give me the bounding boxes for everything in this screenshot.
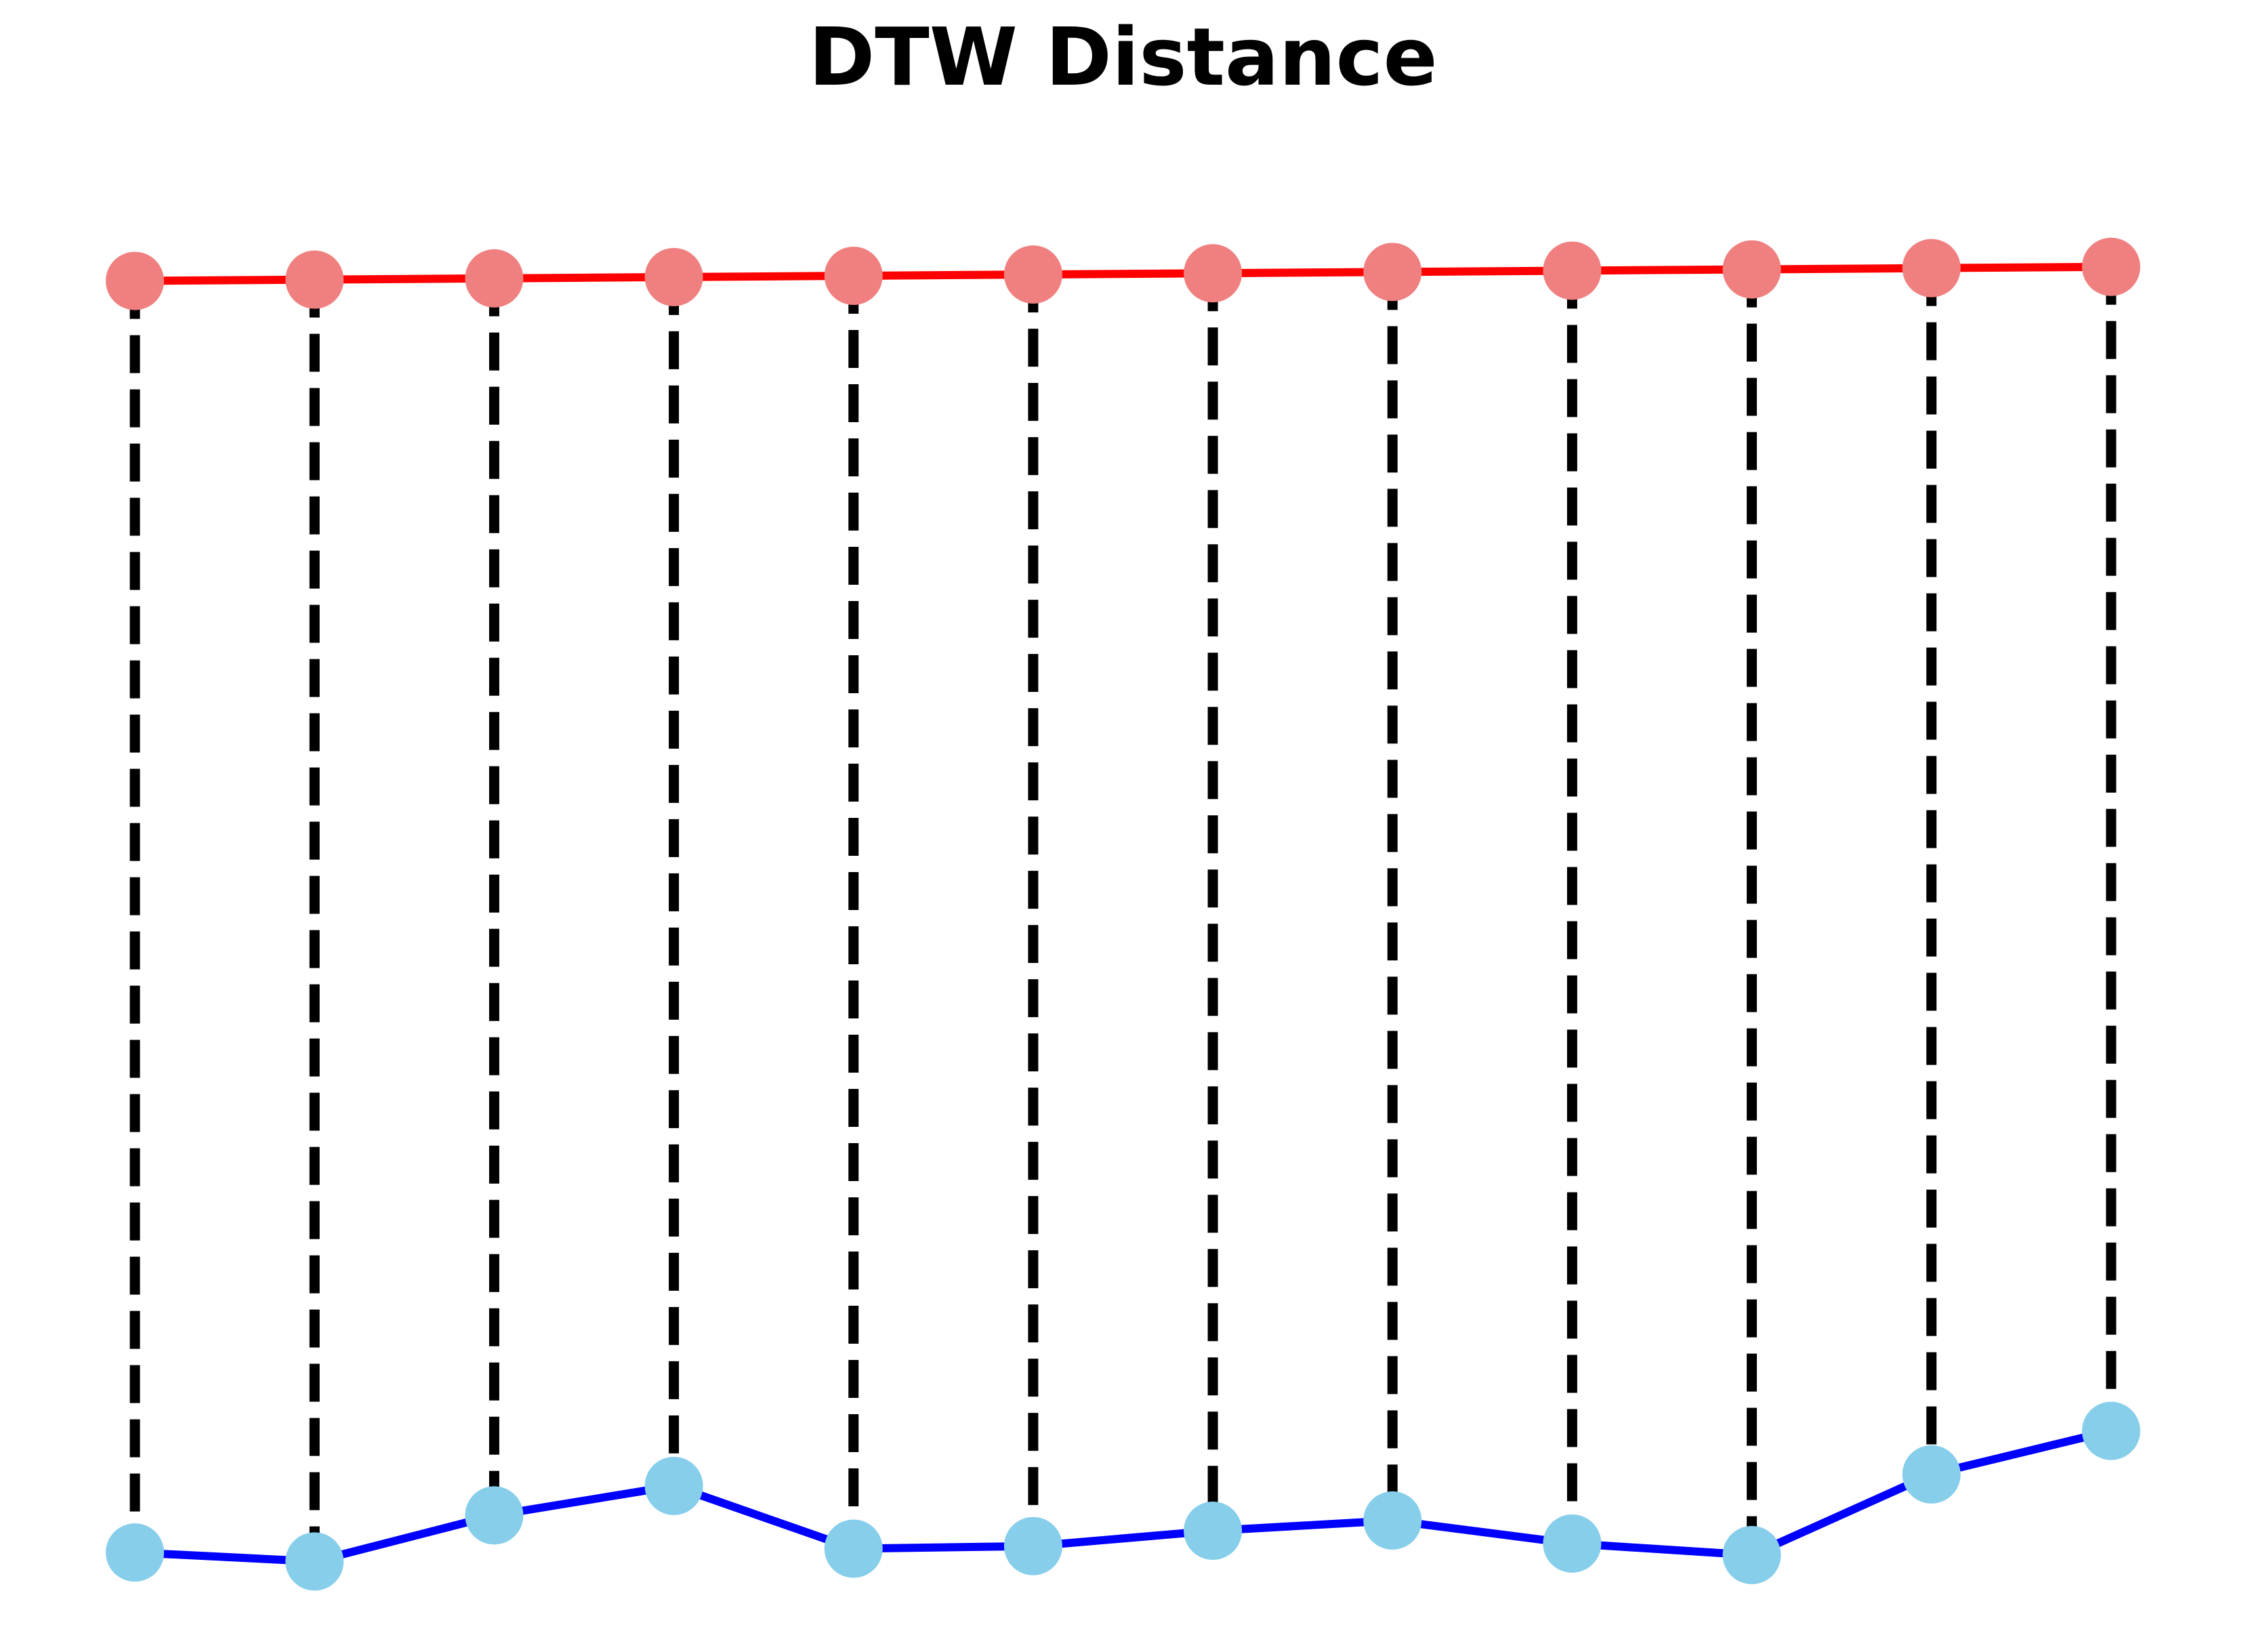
series-0-point-1 (285, 250, 344, 309)
series-0-point-7 (1363, 243, 1422, 302)
series-1-point-8 (1543, 1514, 1602, 1573)
series-0-point-10 (1902, 239, 1961, 297)
series-1-point-3 (644, 1456, 703, 1515)
chart-title: DTW Distance (808, 10, 1438, 104)
series-1-point-5 (1003, 1516, 1062, 1575)
series-0-point-2 (465, 249, 524, 308)
series-0-point-6 (1184, 244, 1243, 303)
series-1-point-2 (465, 1486, 524, 1545)
series-1-point-4 (824, 1519, 883, 1578)
series-1-point-9 (1722, 1525, 1781, 1584)
series-0-point-0 (106, 251, 165, 310)
series-markers (106, 237, 2140, 1591)
series-0-point-8 (1543, 241, 1602, 300)
series-0-point-3 (644, 247, 703, 306)
series-0-point-4 (824, 247, 883, 306)
series-1-point-7 (1363, 1491, 1422, 1550)
series-line-0 (135, 262, 2111, 285)
series-1-point-10 (1902, 1445, 1961, 1504)
series-1-point-0 (106, 1523, 165, 1582)
series-0-point-5 (1003, 245, 1062, 304)
series-1-point-11 (2081, 1401, 2140, 1460)
series-line-1 (134, 1426, 2113, 1566)
series-1-point-6 (1184, 1502, 1243, 1561)
series-0-point-9 (1722, 240, 1781, 299)
series-1-point-1 (285, 1532, 344, 1591)
alignment-lines (129, 266, 2117, 1562)
series-lines (134, 262, 2113, 1566)
series-0-point-11 (2081, 237, 2140, 296)
